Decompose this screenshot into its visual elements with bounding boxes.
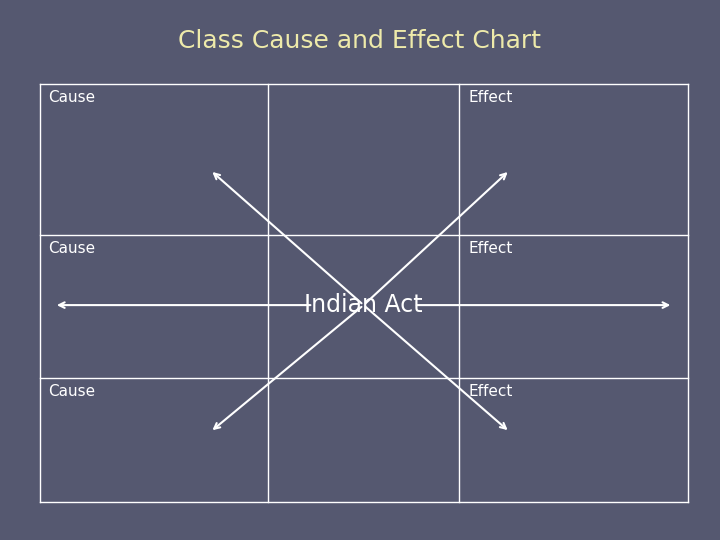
Text: Effect: Effect xyxy=(468,241,513,256)
Text: Indian Act: Indian Act xyxy=(305,293,423,317)
Text: Cause: Cause xyxy=(48,90,95,105)
Text: Effect: Effect xyxy=(468,384,513,400)
Text: Cause: Cause xyxy=(48,241,95,256)
Text: Cause: Cause xyxy=(48,384,95,400)
Text: Effect: Effect xyxy=(468,90,513,105)
Text: Class Cause and Effect Chart: Class Cause and Effect Chart xyxy=(179,29,541,52)
